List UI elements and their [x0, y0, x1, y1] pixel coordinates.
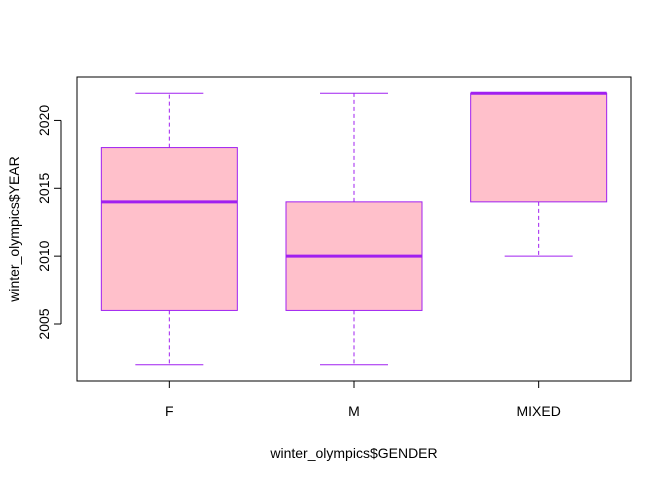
x-tick-label-mixed: MIXED: [516, 403, 560, 419]
y-axis: 2005 2010 2015 2020: [36, 105, 62, 340]
box-m: [285, 92, 423, 366]
boxes-group: [100, 91, 608, 366]
y-tick-label-2010: 2010: [36, 240, 52, 271]
y-axis-label: winter_olympics$YEAR: [6, 156, 22, 303]
box-mixed: [470, 91, 608, 257]
x-axis: F M MIXED: [165, 380, 561, 419]
x-tick-label-f: F: [165, 403, 174, 419]
y-tick-label-2005: 2005: [36, 308, 52, 339]
x-tick-label-m: M: [348, 403, 360, 419]
box-rect-mixed: [470, 92, 608, 203]
box-rect-f: [100, 147, 238, 311]
x-axis-label: winter_olympics$GENDER: [269, 445, 437, 461]
y-tick-label-2020: 2020: [36, 105, 52, 136]
y-tick-label-2015: 2015: [36, 173, 52, 204]
box-f: [100, 92, 238, 366]
